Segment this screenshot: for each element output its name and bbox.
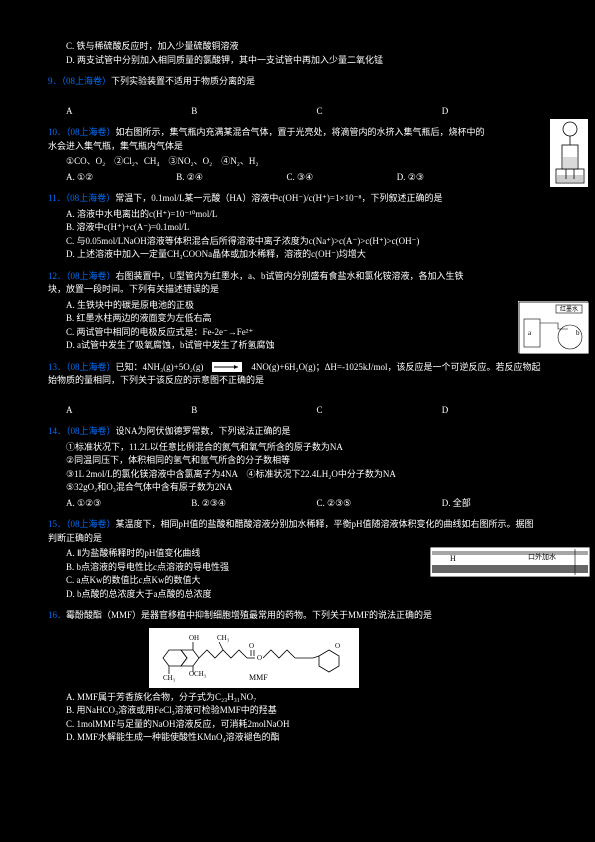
q10-opt-c: C. ③④: [287, 171, 377, 185]
q12-opt-b: B. 红墨水柱两边的液面变为左低右高: [66, 312, 467, 326]
q15-opt-a: A. Ⅱ为盐酸稀释时的pH值变化曲线: [66, 547, 387, 561]
q16-stem: 霉酚酸酯（MMF）是器官移植中抑制细胞增殖最常用的药物。下列关于MMF的说法正确…: [66, 610, 432, 620]
svg-text:O: O: [257, 654, 262, 662]
q16-opt-c: C. 1molMMF与足量的NaOH溶液反应，可消耗2molNaOH: [66, 718, 547, 732]
q12-options: A. 生铁块中的碳是原电池的正极 B. 红墨水柱两边的液面变为左低右高 C. 两…: [66, 299, 467, 353]
q14-opt-d: D. 全部: [442, 497, 547, 511]
q16-opt-b: B. 用NaHCO₃溶液或用FeCl₃溶液可检验MMF中的羟基: [66, 704, 547, 718]
q16-options: A. MMF属于芳香族化合物，分子式为C₂₃H₃₁NO₇ B. 用NaHCO₃溶…: [66, 691, 547, 745]
q9-stem: 下列实验装置不适用于物质分离的是: [111, 76, 255, 86]
svg-text:OCH₃: OCH₃: [189, 670, 207, 678]
q10-options: A. ①② B. ②④ C. ③④ D. ②③: [66, 171, 487, 185]
q14-opt-a: A. ①②③: [66, 497, 171, 511]
q9-opt-d: D: [442, 105, 547, 119]
svg-text:CH₃: CH₃: [217, 634, 230, 642]
q14-source: （08上海卷）: [66, 426, 116, 436]
q11-stem: 常温下，0.1mol/L某一元酸（HA）溶液中c(OH⁻)/c(H⁺)=1×10…: [115, 193, 442, 203]
q16-opt-a: A. MMF属于芳香族化合物，分子式为C₂₃H₃₁NO₇: [66, 691, 547, 705]
q15-source: （08上海卷）: [66, 519, 116, 529]
question-9: 9．（08上海卷）下列实验装置不适用于物质分离的是 A B C D: [48, 75, 547, 118]
svg-text:b: b: [576, 329, 580, 337]
q10-number: 10．: [48, 127, 66, 137]
q13-options: A B C D: [66, 404, 547, 418]
q10-opt-a: A. ①②: [66, 171, 156, 185]
q14-opt-b: B. ②③④: [191, 497, 296, 511]
q16-opt-d: D. MMF水解能生成一种能使酸性KMnO₄溶液褪色的酯: [66, 731, 547, 745]
q12-figure-icon: 红墨水 a b: [517, 300, 589, 354]
q12-source: （08上海卷）: [66, 271, 116, 281]
q13-number: 13．: [48, 362, 66, 372]
q16-molecule-icon: OH CH₃ O O O OCH₃ CH₃ MMF: [148, 627, 358, 687]
q14-number: 14．: [48, 426, 66, 436]
q15-opt-b: B. b点溶液的导电性比c点溶液的导电性强: [66, 561, 387, 575]
svg-text:O: O: [335, 642, 340, 650]
q13-opt-a: A: [66, 404, 171, 418]
q11-opt-b: B. 溶液中c(H⁺)+c(A⁻)=0.1mol/L: [66, 221, 547, 235]
q13-opt-c: C: [317, 404, 422, 418]
q15-figure-icon: H 口外加水: [429, 546, 589, 576]
q9-source: （08上海卷）: [62, 76, 112, 86]
question-11: 11．（08上海卷）常温下，0.1mol/L某一元酸（HA）溶液中c(OH⁻)/…: [48, 192, 547, 262]
q10-items: ①CO、O₂ ②Cl₂、CH₄ ③NO₂、O₂ ④N₂、H₂: [66, 155, 487, 169]
q16-number: 16．: [48, 610, 66, 620]
q11-options: A. 溶液中水电离出的c(H⁺)=10⁻¹⁰mol/L B. 溶液中c(H⁺)+…: [66, 208, 547, 262]
q9-options: A B C D: [66, 105, 547, 119]
q12-number: 12．: [48, 271, 66, 281]
q9-opt-c: C: [317, 105, 422, 119]
svg-text:MMF: MMF: [249, 673, 268, 682]
q13-source: （08上海卷）: [66, 362, 116, 372]
q15-number: 15．: [48, 519, 66, 529]
q10-opt-d: D. ②③: [397, 171, 487, 185]
question-14: 14．（08上海卷）设NA为阿伏伽德罗常数，下列说法正确的是 ①标准状况下，11…: [48, 425, 547, 510]
q9-opt-b: B: [191, 105, 296, 119]
svg-text:OH: OH: [189, 634, 199, 642]
q13-stem: 已知：4NH₃(g)+5O₂(g) 4NO(g)+6H₂O(g)；ΔH=-102…: [48, 362, 540, 386]
q13-opt-d: D: [442, 404, 547, 418]
svg-text:红墨水: 红墨水: [560, 305, 578, 313]
arrow-icon: [212, 362, 242, 372]
q14-items: ①标准状况下，11.2L以任意比例混合的氮气和氧气所含的原子数为NA ②同温同压…: [66, 441, 547, 495]
q14-opt-c: C. ②③⑤: [317, 497, 422, 511]
leading-option-d: D. 两支试管中分别加入相同质量的氯酸钾，其中一支试管中再加入少量二氧化锰: [66, 54, 547, 68]
q14-stem: 设NA为阿伏伽德罗常数，下列说法正确的是: [116, 426, 291, 436]
q11-source: （08上海卷）: [66, 193, 116, 203]
question-15: 15．（08上海卷）某温度下，相同pH值的盐酸和醋酸溶液分别加水稀释，平衡pH值…: [48, 518, 547, 601]
question-12: 12．（08上海卷）右图装置中，U型管内为红墨水，a、b试管内分别盛有食盐水和氯…: [48, 270, 547, 353]
q14-options: A. ①②③ B. ②③④ C. ②③⑤ D. 全部: [66, 497, 547, 511]
svg-text:CH₃: CH₃: [163, 674, 176, 682]
q11-opt-d: D. 上述溶液中加入一定量CH₃COONa晶体或加水稀释，溶液的c(OH⁻)均增…: [66, 248, 547, 262]
q10-figure-icon: [549, 118, 589, 188]
q15-opt-d: D. b点酸的总浓度大于a点酸的总浓度: [66, 588, 387, 602]
q12-opt-d: D. a试管中发生了吸氧腐蚀，b试管中发生了析氢腐蚀: [66, 339, 467, 353]
q15-stem: 某温度下，相同pH值的盐酸和醋酸溶液分别加水稀释，平衡pH值随溶液体积变化的曲线…: [48, 519, 534, 543]
svg-text:口外加水: 口外加水: [528, 552, 556, 561]
question-13: 13．（08上海卷）已知：4NH₃(g)+5O₂(g) 4NO(g)+6H₂O(…: [48, 361, 547, 418]
svg-text:O: O: [249, 642, 254, 650]
q10-opt-b: B. ②④: [176, 171, 266, 185]
q12-opt-c: C. 两试管中相同的电极反应式是：Fe-2e⁻→Fe²⁺: [66, 326, 467, 340]
svg-text:H: H: [450, 554, 456, 563]
question-10: 10．（08上海卷）如右图所示，集气瓶内充满某混合气体，置于光亮处，将滴管内的水…: [48, 126, 547, 184]
q11-opt-c: C. 与0.05mol/LNaOH溶液等体积混合后所得溶液中离子浓度为c(Na⁺…: [66, 235, 547, 249]
question-16: 16．霉酚酸酯（MMF）是器官移植中抑制细胞增殖最常用的药物。下列关于MMF的说…: [48, 609, 547, 745]
q11-opt-a: A. 溶液中水电离出的c(H⁺)=10⁻¹⁰mol/L: [66, 208, 547, 222]
leading-option-c: C. 铁与稀硫酸反应时，加入少量硫酸铜溶液: [66, 40, 547, 54]
q9-number: 9．: [48, 76, 62, 86]
q10-source: （08上海卷）: [66, 127, 116, 137]
q12-opt-a: A. 生铁块中的碳是原电池的正极: [66, 299, 467, 313]
q9-opt-a: A: [66, 105, 171, 119]
q13-opt-b: B: [191, 404, 296, 418]
q15-opt-c: C. a点Kw的数值比c点Kw的数值大: [66, 574, 387, 588]
q11-number: 11．: [48, 193, 66, 203]
